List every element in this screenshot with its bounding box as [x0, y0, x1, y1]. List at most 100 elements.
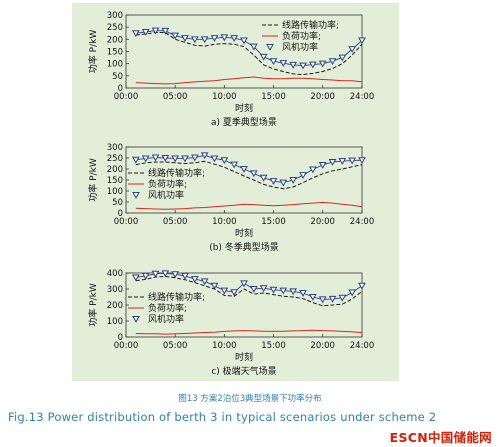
wind-power-marker [249, 286, 258, 293]
wind-power-marker [171, 155, 180, 163]
legend-label: 线路传输功率; [148, 167, 205, 179]
y-axis-label: 功率 P/kW [87, 158, 99, 202]
x-tick-label: 24:00 [350, 341, 375, 351]
caption-chinese: 图13 方案2泊位3典型场景下功率分布 [178, 394, 322, 404]
chart-3: 0 100 200 300 400 00:00 05:00 10:00 15:00 20:00 24… [87, 269, 374, 377]
x-tick-label: 24:00 [350, 217, 375, 227]
wind-power-marker [181, 272, 189, 280]
x-axis-label: 时刻 [235, 227, 253, 239]
wind-power-marker [308, 166, 317, 174]
wind-power-marker [348, 46, 357, 53]
legend-label: 线路传输功率; [148, 291, 205, 303]
wind-power-marker [161, 155, 170, 162]
wind-power-marker [338, 294, 347, 302]
figure-panel: 0 50 100 150 200 250 300 00:00 05:00 10:00 15:00 20… [72, 3, 399, 381]
chart-title: a) 夏季典型场景 [211, 116, 277, 128]
wind-power-marker [308, 294, 317, 301]
wind-power-marker [210, 282, 219, 290]
legend-label: 风机功率 [282, 41, 318, 53]
wind-power-marker [348, 289, 357, 297]
wind-power-marker [230, 35, 239, 42]
wind-power-marker [338, 158, 347, 165]
legend-label: 风机功率 [148, 189, 184, 201]
y-tick-label: 150 [107, 176, 123, 186]
legend-swatch-wind [266, 44, 274, 51]
wind-power-marker [279, 179, 288, 187]
y-tick-label: 0 [118, 333, 123, 343]
wind-power-marker [299, 290, 307, 297]
wind-power-marker [358, 282, 366, 290]
y-tick-label: 0 [118, 84, 123, 94]
x-tick-label: 05:00 [163, 341, 188, 351]
x-tick-label: 05:00 [163, 217, 188, 227]
y-tick-label: 100 [107, 317, 123, 327]
chart-title: (b) 冬季典型场景 [209, 241, 279, 253]
wind-power-marker [299, 172, 307, 179]
wind-power-marker [210, 155, 219, 163]
legend: 线路传输功率;负荷功率;风机功率 [128, 167, 205, 201]
y-tick-label: 200 [107, 301, 123, 311]
wind-power-marker [269, 178, 278, 185]
wind-power-marker [240, 37, 248, 45]
wind-power-marker [141, 155, 150, 163]
wind-power-marker [181, 35, 189, 42]
wind-power-marker [358, 157, 366, 165]
wind-power-marker [131, 156, 140, 164]
legend-swatch-wind [132, 316, 140, 323]
series-wind-power [135, 30, 363, 67]
legend: 线路传输功率;负荷功率;风机功率 [128, 291, 205, 325]
x-tick-label: 15:00 [261, 92, 286, 102]
x-tick-label: 20:00 [310, 217, 335, 227]
y-tick-label: 0 [118, 209, 123, 219]
y-tick-label: 150 [107, 48, 123, 58]
y-axis-label: 功率 P/kW [87, 283, 99, 327]
wind-power-marker [141, 29, 150, 36]
wind-power-marker [190, 276, 199, 283]
legend-label: 负荷功率; [148, 178, 187, 190]
x-tick-label: 10:00 [212, 217, 237, 227]
y-tick-label: 250 [107, 154, 123, 164]
x-tick-label: 00:00 [114, 217, 139, 227]
series-line-power [135, 32, 363, 76]
y-tick-label: 100 [107, 60, 123, 70]
legend-label: 负荷功率; [148, 302, 187, 314]
wind-power-marker [161, 270, 170, 278]
wind-power-marker [190, 154, 199, 162]
wind-power-marker [289, 288, 298, 296]
x-tick-label: 10:00 [212, 341, 237, 351]
y-tick-label: 100 [107, 187, 123, 197]
wind-power-marker [338, 54, 347, 62]
wind-power-marker [171, 271, 180, 279]
y-tick-label: 200 [107, 35, 123, 45]
wind-power-marker [200, 152, 209, 160]
series-load-power [135, 76, 363, 85]
y-tick-label: 200 [107, 165, 123, 175]
series-line-power [135, 160, 363, 190]
wind-power-marker [220, 157, 229, 165]
series-load-power [135, 329, 363, 335]
legend-swatch-wind [132, 192, 140, 199]
wind-power-marker [308, 61, 317, 69]
wind-power-marker [259, 285, 268, 293]
wind-power-marker [289, 177, 298, 184]
chart-1: 0 50 100 150 200 250 300 00:00 05:00 10:00 15:00 20… [87, 11, 374, 128]
x-tick-label: 15:00 [261, 217, 286, 227]
y-tick-label: 50 [112, 198, 123, 208]
x-tick-label: 24:00 [350, 92, 375, 102]
wind-power-marker [131, 274, 140, 282]
legend-label: 线路传输功率; [282, 19, 339, 31]
wind-power-marker [220, 287, 229, 295]
x-tick-label: 20:00 [310, 341, 335, 351]
wind-power-marker [249, 170, 258, 178]
x-tick-label: 20:00 [310, 92, 335, 102]
wind-power-marker [328, 58, 337, 66]
wind-power-marker [289, 61, 298, 69]
y-tick-label: 400 [107, 269, 123, 279]
x-tick-label: 05:00 [163, 92, 188, 102]
wind-power-marker [358, 37, 366, 45]
wind-power-marker [200, 36, 209, 44]
series-load-power [135, 201, 363, 210]
wind-power-marker [200, 278, 209, 286]
